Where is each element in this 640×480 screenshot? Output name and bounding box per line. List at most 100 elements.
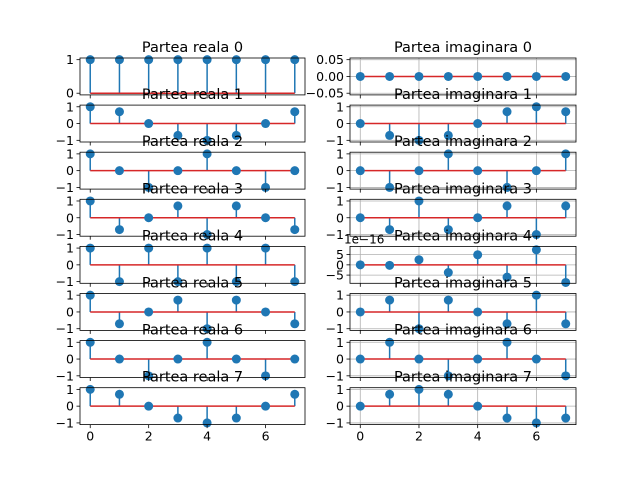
y-tick-label: 1 [66, 52, 74, 67]
y-tick-label: 1 [66, 288, 74, 303]
stem-marker [355, 213, 365, 223]
x-tick-label: 6 [262, 429, 270, 444]
stem-marker [355, 354, 365, 364]
stem-marker [385, 225, 395, 235]
stem-marker [414, 135, 424, 145]
stem-marker [531, 166, 541, 176]
subplot-real-4: 10 −1 [56, 241, 306, 289]
y-tick-label: 1 [66, 146, 74, 161]
subplot-title-real-1: Partea reala 1 [142, 87, 243, 103]
axes-frame [79, 57, 306, 96]
stem-marker [290, 166, 300, 176]
x-tick-label: 6 [532, 429, 540, 444]
y-tick-label: −0.05 [306, 86, 344, 101]
subplot-real-2: 1 0 −1 [56, 146, 306, 195]
y-tick-label: 0.05 [316, 52, 344, 67]
subplot-real-5: 10 −1 [56, 288, 306, 336]
stem-marker [355, 71, 365, 81]
stem-marker [202, 149, 212, 159]
y-tick-label: −1 [326, 227, 344, 242]
stem-marker [114, 319, 124, 329]
stem-marker [443, 71, 453, 81]
subplot-title-imag-6: Partea imaginara 6 [394, 323, 532, 339]
stem-marker [261, 243, 271, 253]
y-tick-label: 1 [336, 193, 344, 208]
stem-marker [144, 243, 154, 253]
y-tick-label: 1 [66, 241, 74, 256]
subplot-title-imag-2: Partea imaginara 2 [394, 134, 532, 150]
stem-marker [290, 55, 300, 65]
subplot-title-imag-4: Partea imaginara 4 [394, 228, 532, 244]
stem-marker [290, 107, 300, 117]
stem-marker [531, 245, 541, 255]
stem-marker [114, 354, 124, 364]
stem-marker [231, 277, 241, 287]
stem-marker [443, 295, 453, 305]
stem-marker [114, 277, 124, 287]
stem-marker [385, 130, 395, 140]
y-tick-label: 0 [336, 163, 344, 178]
stem-marker [114, 107, 124, 117]
y-tick-label: 0 [336, 257, 344, 272]
x-tick-label: 0 [86, 429, 94, 444]
stem-marker [443, 268, 453, 278]
stem-marker [144, 307, 154, 317]
subplot-imag-6: 1 0−1 [326, 335, 577, 383]
stem-marker [173, 354, 183, 364]
stem-marker [385, 182, 395, 192]
subplot-title-real-6: Partea reala 6 [142, 323, 243, 339]
subplot-title-real-2: Partea reala 2 [142, 134, 243, 150]
stem-marker [173, 201, 183, 211]
subplot-title-imag-0: Partea imaginara 0 [394, 40, 532, 56]
stem-marker [290, 277, 300, 287]
stem-marker [290, 225, 300, 235]
stem-marker [473, 354, 483, 364]
stem-marker [144, 213, 154, 223]
stem-marker [144, 401, 154, 411]
y-tick-label: 0 [66, 399, 74, 414]
stem-marker [502, 107, 512, 117]
stem-marker [355, 166, 365, 176]
y-tick-label: −1 [326, 415, 344, 430]
subplot-title-real-5: Partea reala 5 [142, 276, 243, 292]
stem-marker [261, 371, 271, 381]
y-tick-label: 0 [66, 257, 74, 272]
subplot-title-real-4: Partea reala 4 [142, 228, 243, 244]
subplot-title-real-3: Partea reala 3 [142, 181, 243, 197]
stem-marker [473, 307, 483, 317]
subplot-real-1: 1 0 −1 [56, 99, 306, 148]
y-tick-label: −1 [326, 321, 344, 336]
y-tick-label: 0 [336, 304, 344, 319]
y-tick-label: 5 [336, 247, 344, 262]
stem-marker [261, 182, 271, 192]
stem-marker [561, 201, 571, 211]
subplot-imag-3: 1 0 −1 [326, 193, 577, 242]
y-tick-label: 0 [336, 399, 344, 414]
subplot-imag-2: 1 0 −1 [326, 146, 577, 195]
stem-marker [85, 384, 95, 394]
stem-marker [173, 295, 183, 305]
stem-marker [414, 196, 424, 206]
stem-marker [443, 149, 453, 159]
stem-marker [531, 102, 541, 112]
stem-marker [85, 337, 95, 347]
x-tick-label: 4 [474, 429, 482, 444]
subplot-imag-1: 1 0 −1 [326, 99, 577, 148]
subplot-imag-4: 50−5 1e−16 [326, 232, 577, 287]
stem-marker [473, 71, 483, 81]
stem-marker [114, 389, 124, 399]
stem-marker [85, 55, 95, 65]
y-tick-label: −1 [56, 274, 74, 289]
stem-marker [561, 277, 571, 287]
stem-marker [173, 413, 183, 423]
y-tick-label: 0 [66, 210, 74, 225]
stem-marker [385, 71, 395, 81]
y-tick-label: 0 [336, 210, 344, 225]
y-tick-label: 1 [336, 382, 344, 397]
subplot-title-imag-5: Partea imaginara 5 [394, 276, 532, 292]
stem-marker [502, 182, 512, 192]
subplot-real-6: 1 0−1 [56, 335, 306, 383]
stem-marker [385, 260, 395, 270]
subplot-title-real-0: Partea reala 0 [142, 40, 243, 56]
y-tick-label: −1 [56, 133, 74, 148]
